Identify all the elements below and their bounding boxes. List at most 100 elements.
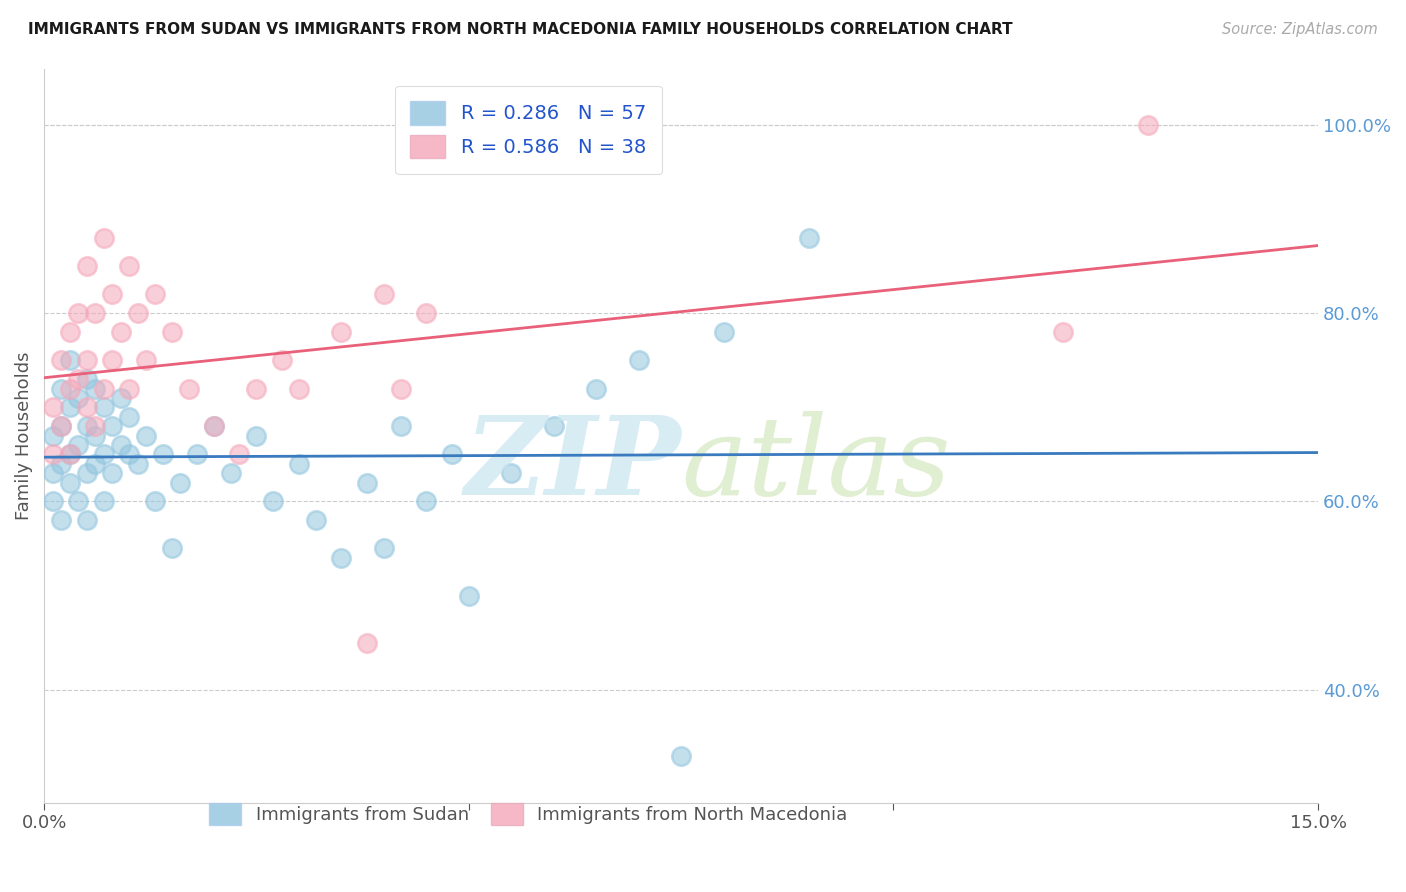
Point bbox=[177, 382, 200, 396]
Point bbox=[330, 550, 353, 565]
Point bbox=[67, 306, 90, 320]
Point bbox=[543, 419, 565, 434]
Point bbox=[49, 419, 72, 434]
Point bbox=[84, 457, 107, 471]
Point bbox=[41, 428, 63, 442]
Point bbox=[356, 475, 378, 490]
Point bbox=[101, 287, 124, 301]
Point bbox=[169, 475, 191, 490]
Point bbox=[457, 589, 479, 603]
Point bbox=[373, 287, 395, 301]
Point bbox=[58, 353, 80, 368]
Point bbox=[585, 382, 607, 396]
Point bbox=[93, 382, 115, 396]
Point bbox=[76, 466, 98, 480]
Legend: Immigrants from Sudan, Immigrants from North Macedonia: Immigrants from Sudan, Immigrants from N… bbox=[200, 794, 856, 834]
Point bbox=[389, 382, 412, 396]
Point bbox=[118, 382, 141, 396]
Point bbox=[160, 541, 183, 556]
Point bbox=[330, 325, 353, 339]
Point bbox=[415, 494, 437, 508]
Point bbox=[49, 419, 72, 434]
Point bbox=[84, 428, 107, 442]
Point bbox=[58, 325, 80, 339]
Point bbox=[84, 382, 107, 396]
Point bbox=[440, 447, 463, 461]
Point bbox=[67, 494, 90, 508]
Point bbox=[76, 259, 98, 273]
Point bbox=[501, 466, 523, 480]
Point bbox=[58, 382, 80, 396]
Point bbox=[110, 391, 132, 405]
Point bbox=[373, 541, 395, 556]
Point bbox=[76, 372, 98, 386]
Point bbox=[127, 306, 149, 320]
Point bbox=[49, 457, 72, 471]
Point bbox=[245, 382, 267, 396]
Point bbox=[288, 382, 311, 396]
Point bbox=[58, 447, 80, 461]
Text: Source: ZipAtlas.com: Source: ZipAtlas.com bbox=[1222, 22, 1378, 37]
Point bbox=[627, 353, 650, 368]
Point bbox=[101, 466, 124, 480]
Point bbox=[356, 635, 378, 649]
Point bbox=[41, 401, 63, 415]
Text: ZIP: ZIP bbox=[464, 411, 681, 518]
Point bbox=[228, 447, 250, 461]
Point bbox=[202, 419, 225, 434]
Point bbox=[58, 401, 80, 415]
Point bbox=[110, 325, 132, 339]
Point bbox=[797, 231, 820, 245]
Point bbox=[118, 259, 141, 273]
Point bbox=[101, 353, 124, 368]
Point bbox=[271, 353, 294, 368]
Point bbox=[262, 494, 284, 508]
Point bbox=[49, 382, 72, 396]
Point bbox=[67, 391, 90, 405]
Point bbox=[110, 438, 132, 452]
Point bbox=[186, 447, 208, 461]
Point bbox=[93, 231, 115, 245]
Point bbox=[143, 494, 166, 508]
Point bbox=[143, 287, 166, 301]
Point bbox=[41, 466, 63, 480]
Y-axis label: Family Households: Family Households bbox=[15, 351, 32, 520]
Point bbox=[135, 428, 157, 442]
Point bbox=[305, 513, 328, 527]
Text: IMMIGRANTS FROM SUDAN VS IMMIGRANTS FROM NORTH MACEDONIA FAMILY HOUSEHOLDS CORRE: IMMIGRANTS FROM SUDAN VS IMMIGRANTS FROM… bbox=[28, 22, 1012, 37]
Point bbox=[135, 353, 157, 368]
Point bbox=[1052, 325, 1074, 339]
Point bbox=[118, 447, 141, 461]
Text: atlas: atlas bbox=[681, 411, 950, 518]
Point bbox=[76, 353, 98, 368]
Point bbox=[58, 475, 80, 490]
Point bbox=[713, 325, 735, 339]
Point bbox=[93, 494, 115, 508]
Point bbox=[389, 419, 412, 434]
Point bbox=[219, 466, 242, 480]
Point bbox=[49, 353, 72, 368]
Point bbox=[118, 409, 141, 424]
Point bbox=[67, 438, 90, 452]
Point bbox=[127, 457, 149, 471]
Point bbox=[669, 748, 692, 763]
Point bbox=[41, 494, 63, 508]
Point bbox=[58, 447, 80, 461]
Point bbox=[76, 419, 98, 434]
Point bbox=[93, 447, 115, 461]
Point bbox=[76, 513, 98, 527]
Point bbox=[93, 401, 115, 415]
Point bbox=[245, 428, 267, 442]
Point bbox=[49, 513, 72, 527]
Point bbox=[152, 447, 174, 461]
Point bbox=[160, 325, 183, 339]
Point bbox=[415, 306, 437, 320]
Point bbox=[76, 401, 98, 415]
Point bbox=[84, 419, 107, 434]
Point bbox=[202, 419, 225, 434]
Point bbox=[67, 372, 90, 386]
Point bbox=[1137, 118, 1160, 132]
Point bbox=[84, 306, 107, 320]
Point bbox=[288, 457, 311, 471]
Point bbox=[101, 419, 124, 434]
